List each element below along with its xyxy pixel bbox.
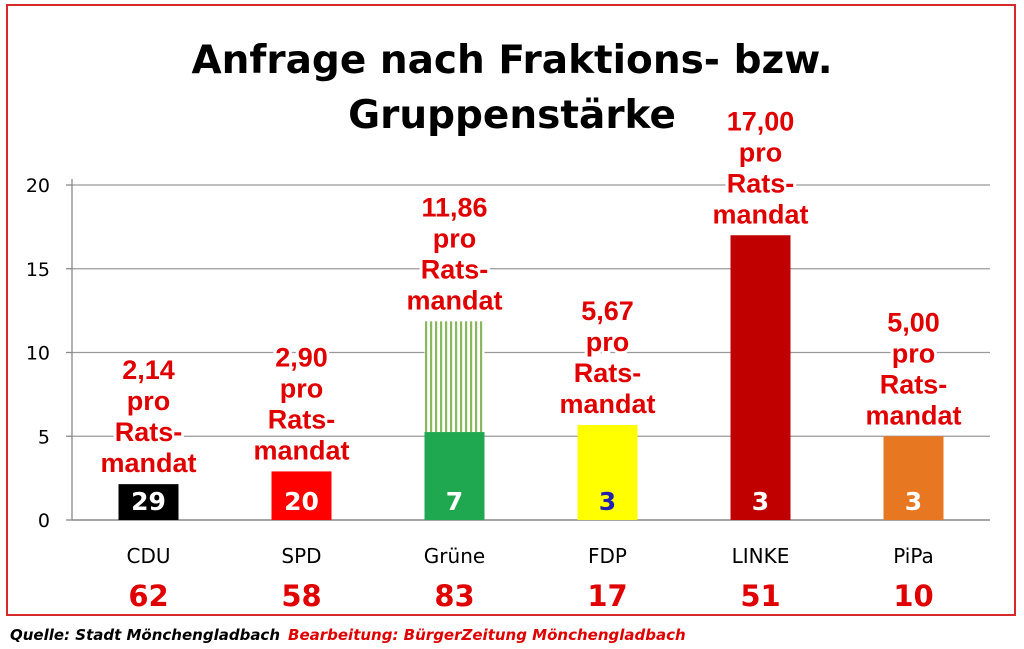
gridlines <box>72 184 990 521</box>
chart-title: Anfrage nach Fraktions- bzw. Gruppenstärk… <box>191 38 832 138</box>
x-axis: CDU 62 SPD 58 Grüne 83 FDP 17 LINKE 51 PiPa 10 <box>126 544 933 613</box>
x-tick-label: LINKE <box>732 544 790 568</box>
data-label: 2,90 <box>275 342 328 372</box>
bar <box>730 235 791 520</box>
data-label: Rats- <box>574 358 642 388</box>
data-label: pro <box>433 223 477 253</box>
seat-total-label: 51 <box>740 579 780 613</box>
data-label: 11,86 <box>421 192 487 222</box>
bar <box>883 436 944 520</box>
x-tick-label: SPD <box>281 544 321 568</box>
bar-seat-label: 20 <box>284 487 319 516</box>
y-tick-label: 0 <box>38 510 50 532</box>
data-label: 5,00 <box>887 307 940 337</box>
bar-seat-label: 7 <box>446 487 463 516</box>
y-tick-label: 10 <box>26 343 50 365</box>
seat-total-label: 83 <box>434 579 474 613</box>
seat-total-label: 62 <box>128 579 168 613</box>
data-label: Rats- <box>421 254 489 284</box>
y-axis: 0 5 10 15 20 <box>26 175 73 532</box>
chart-title-line: Gruppenstärke <box>348 93 676 138</box>
bar-seat-label: 29 <box>131 487 166 516</box>
editing-note: Bearbeitung: BürgerZeitung Mönchengladba… <box>288 626 686 644</box>
bar <box>577 425 638 520</box>
bar <box>271 471 332 520</box>
data-label: mandat <box>253 435 349 465</box>
x-tick-label: CDU <box>126 544 170 568</box>
bar <box>118 484 179 520</box>
y-tick-label: 20 <box>26 175 50 197</box>
data-label: mandat <box>712 199 808 229</box>
data-label: pro <box>586 327 630 357</box>
bar-seat-label: 3 <box>905 487 922 516</box>
x-tick-label: Grüne <box>424 544 485 568</box>
data-label: 17,00 <box>727 106 795 136</box>
chart-title-line: Anfrage nach Fraktions- bzw. <box>191 38 832 83</box>
data-label: pro <box>892 338 936 368</box>
data-label: mandat <box>406 285 502 315</box>
data-label: pro <box>127 386 171 416</box>
bar <box>424 432 485 520</box>
source-note: Quelle: Stadt Mönchengladbach <box>10 626 281 644</box>
annotations: 2,14proRats-mandat2,90proRats-mandat11,8… <box>97 103 964 481</box>
data-label: pro <box>739 137 783 167</box>
seat-total-label: 10 <box>893 579 933 613</box>
y-tick-label: 5 <box>38 426 50 448</box>
data-label: mandat <box>559 389 655 419</box>
seat-total-label: 17 <box>587 579 627 613</box>
data-label: 2,14 <box>122 355 175 385</box>
data-label: mandat <box>100 448 196 478</box>
y-tick-label: 15 <box>26 259 50 281</box>
data-label: mandat <box>865 400 961 430</box>
data-label: pro <box>280 373 324 403</box>
data-label: Rats- <box>268 404 336 434</box>
data-label: 5,67 <box>581 296 634 326</box>
data-label: Rats- <box>880 369 948 399</box>
x-tick-label: FDP <box>588 544 627 568</box>
footer: Quelle: Stadt Mönchengladbach Bearbeitung… <box>10 626 686 644</box>
data-label: Rats- <box>727 168 795 198</box>
bar-seat-label: 3 <box>599 487 616 516</box>
data-label: Rats- <box>115 417 183 447</box>
bar-hatched-segment <box>424 321 485 433</box>
bars: 29 20 7 3 3 3 <box>118 235 944 520</box>
chart-frame <box>6 4 1016 616</box>
bar-seat-label: 3 <box>752 487 769 516</box>
x-tick-label: PiPa <box>893 544 934 568</box>
seat-total-label: 58 <box>281 579 321 613</box>
